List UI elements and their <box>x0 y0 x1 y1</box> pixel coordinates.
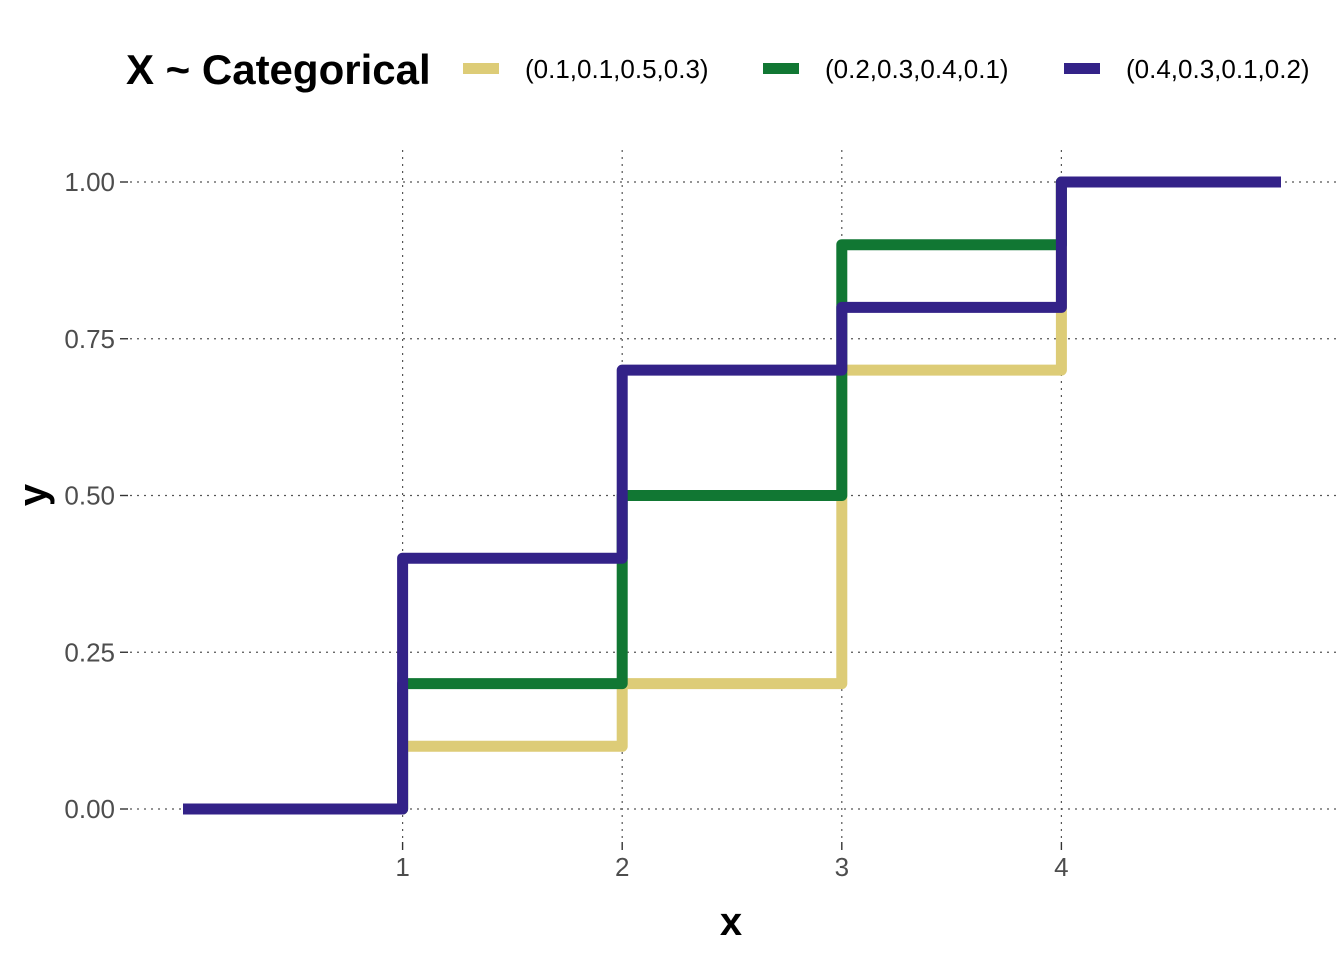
series-line-3 <box>183 176 1281 815</box>
legend: X ~ Categorical (0.1,0.1,0.5,0.3) (0.2,0.… <box>126 46 1310 93</box>
y-axis-title: y <box>11 483 55 506</box>
legend-key-1 <box>463 63 499 74</box>
legend-key-2 <box>763 63 799 74</box>
y-tick-label: 0.00 <box>64 794 115 824</box>
series-lines <box>183 176 1281 815</box>
x-tick-label: 4 <box>1054 852 1068 882</box>
legend-label-1: (0.1,0.1,0.5,0.3) <box>525 54 709 84</box>
y-tick-label: 0.50 <box>64 481 115 511</box>
x-axis-title: x <box>720 900 742 944</box>
legend-label-2: (0.2,0.3,0.4,0.1) <box>825 54 1009 84</box>
axis-ticks: 0.00 0.25 0.50 0.75 1.00 1 2 3 4 <box>64 167 1068 882</box>
legend-key-3 <box>1064 63 1100 74</box>
y-tick-label: 1.00 <box>64 167 115 197</box>
y-tick-label: 0.25 <box>64 637 115 667</box>
legend-label-3: (0.4,0.3,0.1,0.2) <box>1126 54 1310 84</box>
x-tick-label: 3 <box>835 852 849 882</box>
legend-title: X ~ Categorical <box>126 46 431 93</box>
x-tick-label: 1 <box>395 852 409 882</box>
y-tick-label: 0.75 <box>64 324 115 354</box>
x-tick-label: 2 <box>615 852 629 882</box>
